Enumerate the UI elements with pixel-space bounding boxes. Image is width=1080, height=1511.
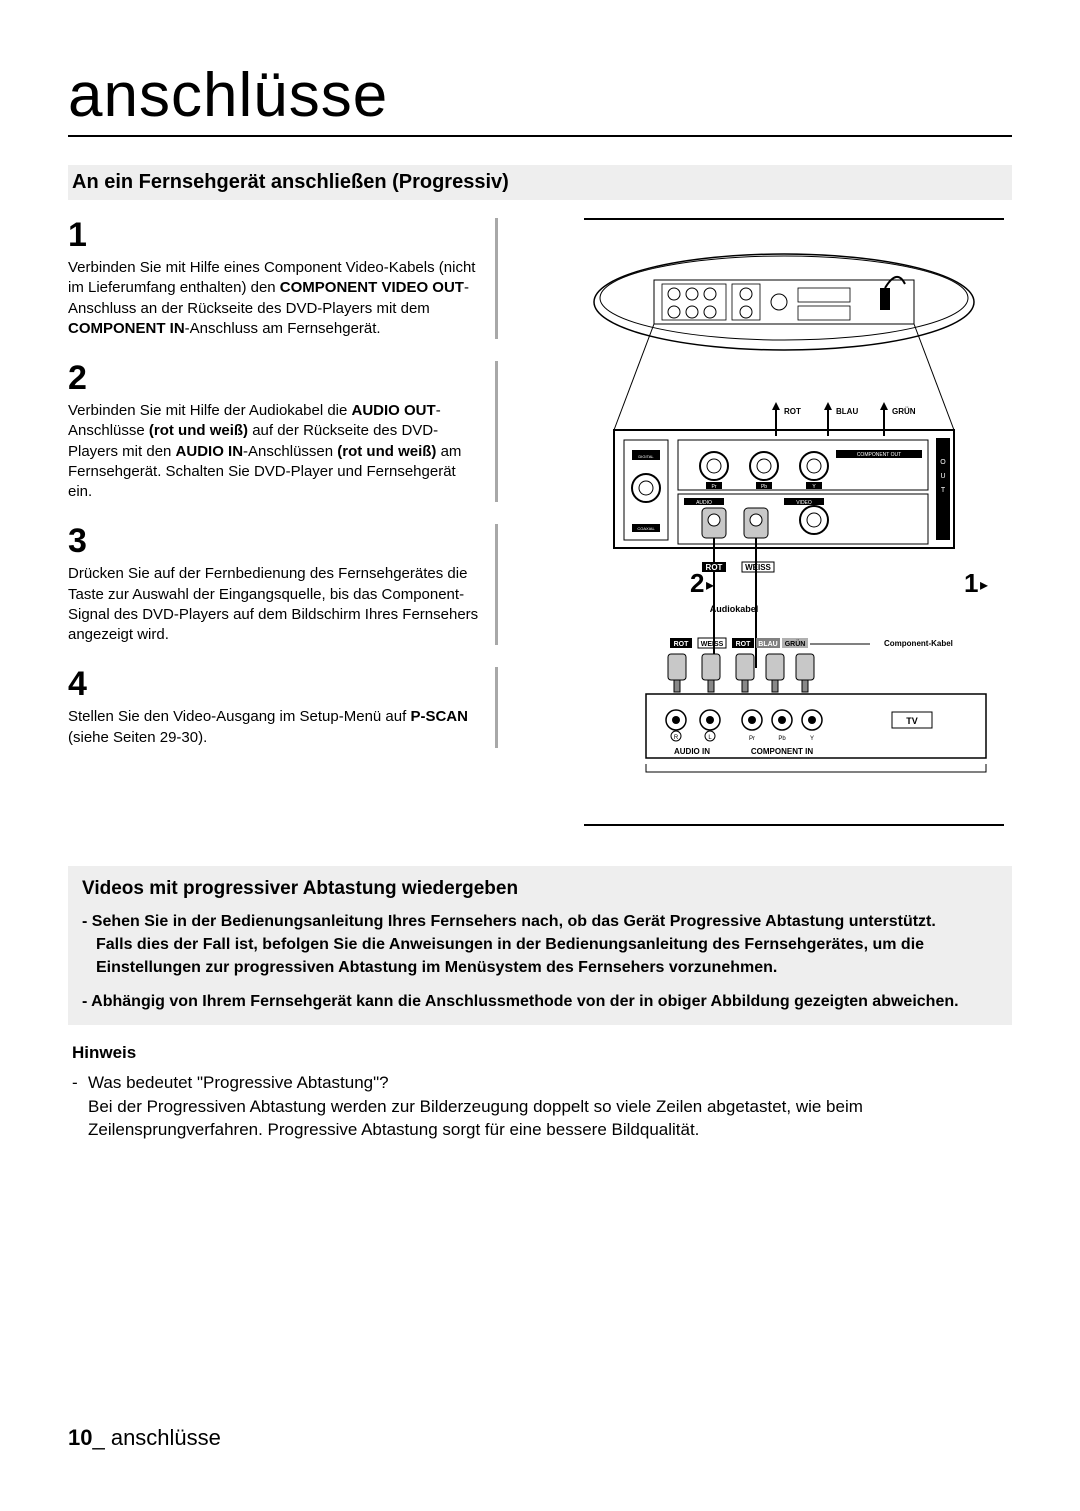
svg-text:T: T: [941, 487, 946, 494]
step-text: Verbinden Sie mit Hilfe eines Component …: [68, 258, 479, 339]
svg-text:Y: Y: [810, 736, 814, 742]
hinweis-text: -Was bedeutet "Progressive Abtastung"? B…: [68, 1071, 1012, 1142]
svg-text:O: O: [940, 459, 946, 466]
progressive-title: Videos mit progressiver Abtastung wieder…: [82, 878, 998, 900]
svg-text:BLAU: BLAU: [758, 641, 777, 648]
svg-text:R: R: [674, 735, 679, 741]
main-title: anschlüsse: [68, 60, 1012, 137]
label-tv: TV: [906, 716, 918, 726]
svg-text:ROT: ROT: [706, 563, 723, 572]
svg-text:ROT: ROT: [674, 641, 690, 648]
steps-column: 1 Verbinden Sie mit Hilfe eines Componen…: [68, 218, 498, 826]
marker-one: 1: [964, 568, 978, 598]
plug-row-icon: [668, 654, 814, 692]
svg-text:VIDEO: VIDEO: [796, 500, 812, 506]
arrow-icon: ▸: [980, 577, 988, 594]
label-component-in: COMPONENT IN: [751, 747, 813, 756]
label-blau: BLAU: [836, 407, 858, 416]
svg-text:Pr: Pr: [712, 484, 717, 490]
svg-text:U: U: [940, 473, 945, 480]
step-4: 4 Stellen Sie den Video-Ausgang im Setup…: [68, 667, 498, 748]
label-component-kabel: Component-Kabel: [884, 639, 953, 648]
step-3: 3 Drücken Sie auf der Fernbedienung des …: [68, 524, 498, 645]
label-rot: ROT: [784, 407, 801, 416]
step-1: 1 Verbinden Sie mit Hilfe eines Componen…: [68, 218, 498, 339]
svg-text:AUDIO: AUDIO: [696, 500, 712, 506]
progressive-box: Videos mit progressiver Abtastung wieder…: [68, 866, 1012, 1025]
svg-text:DIGITAL: DIGITAL: [638, 454, 654, 459]
diagram-svg: O U T DIGITAL COAXIAL: [584, 240, 1004, 800]
label-audiokabel: Audiokabel: [710, 604, 759, 614]
step-2: 2 Verbinden Sie mit Hilfe der Audiokabel…: [68, 361, 498, 502]
svg-text:Pb: Pb: [761, 484, 767, 490]
step-number: 4: [68, 667, 479, 701]
svg-text:ROT: ROT: [736, 641, 752, 648]
section-heading: An ein Fernsehgerät anschließen (Progres…: [68, 165, 1012, 200]
svg-text:COAXIAL: COAXIAL: [637, 526, 655, 531]
marker-two: 2: [690, 568, 704, 598]
label-audio-in: AUDIO IN: [674, 747, 710, 756]
page-footer: 10_ anschlüsse: [68, 1425, 221, 1451]
step-number: 3: [68, 524, 479, 558]
svg-text:GRÜN: GRÜN: [785, 639, 806, 648]
step-text: Verbinden Sie mit Hilfe der Audiokabel d…: [68, 401, 479, 502]
svg-text:WEISS: WEISS: [745, 563, 771, 572]
arrow-icon: ▸: [706, 577, 714, 594]
svg-text:Pr: Pr: [749, 736, 755, 742]
rear-panel-icon: O U T DIGITAL COAXIAL: [614, 430, 954, 548]
hinweis-title: Hinweis: [68, 1043, 1012, 1063]
diagram-column: O U T DIGITAL COAXIAL: [522, 218, 1012, 826]
svg-text:Pb: Pb: [778, 736, 786, 742]
step-text: Drücken Sie auf der Fernbedienung des Fe…: [68, 564, 479, 645]
connection-diagram: O U T DIGITAL COAXIAL: [584, 218, 1004, 826]
step-text: Stellen Sie den Video-Ausgang im Setup-M…: [68, 707, 479, 748]
svg-text:COMPONENT OUT: COMPONENT OUT: [857, 452, 901, 458]
content-columns: 1 Verbinden Sie mit Hilfe eines Componen…: [68, 218, 1012, 826]
dvd-player-icon: [594, 254, 974, 350]
progressive-text: - Sehen Sie in der Bedienungsanleitung I…: [82, 910, 998, 1013]
label-gruen: GRÜN: [892, 407, 916, 416]
step-number: 1: [68, 218, 479, 252]
step-number: 2: [68, 361, 479, 395]
svg-text:WEISS: WEISS: [701, 641, 724, 648]
